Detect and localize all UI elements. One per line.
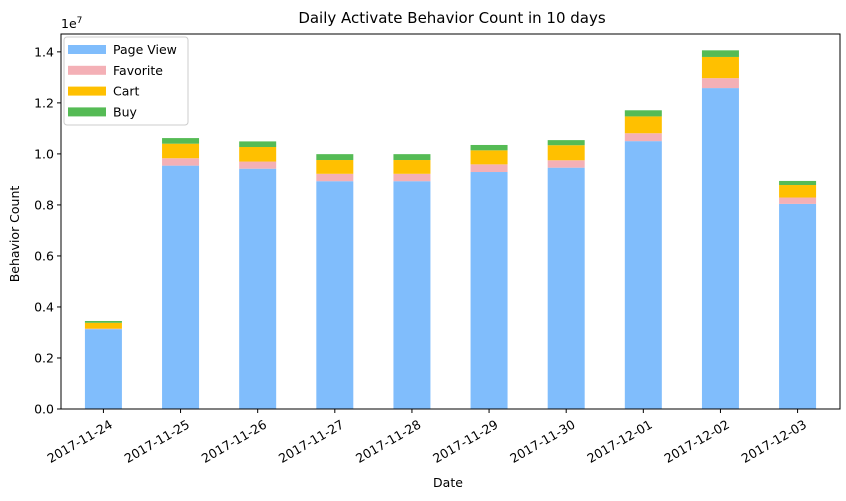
- x-tick-label: 2017-12-02: [662, 417, 732, 466]
- legend-box: [63, 36, 189, 126]
- legend-swatch-cart: [68, 86, 106, 96]
- bar-favorite-2017-12-03: [779, 197, 817, 204]
- y-axis-label: Behavior Count: [7, 186, 22, 283]
- y-tick-label: 0.8: [34, 197, 54, 212]
- bar-page-view-2017-11-29: [470, 172, 508, 409]
- x-tick-label: 2017-11-30: [507, 417, 577, 466]
- bar-page-view-2017-11-25: [162, 165, 200, 409]
- y-tick-label: 0.4: [34, 299, 54, 314]
- bar-buy-2017-11-29: [470, 144, 508, 151]
- bar-page-view-2017-11-28: [393, 181, 431, 409]
- bar-buy-2017-11-27: [316, 154, 354, 161]
- bar-cart-2017-11-26: [239, 147, 277, 162]
- bar-favorite-2017-11-27: [316, 173, 354, 182]
- bar-buy-2017-11-30: [547, 140, 585, 146]
- bar-buy-2017-11-28: [393, 154, 431, 161]
- y-tick-label: 0.2: [34, 350, 54, 365]
- x-tick-label: 2017-12-01: [584, 417, 654, 466]
- bar-favorite-2017-11-28: [393, 173, 431, 182]
- bar-page-view-2017-12-01: [624, 141, 662, 409]
- y-multiplier-exponent: 7: [77, 16, 83, 26]
- x-tick-label: 2017-12-03: [739, 417, 809, 466]
- bar-buy-2017-12-01: [624, 110, 662, 117]
- x-tick-label: 2017-11-27: [276, 417, 346, 466]
- y-tick-label: 1.0: [34, 146, 54, 161]
- y-multiplier-base: 1e: [61, 16, 77, 31]
- x-tick-label: 2017-11-29: [430, 417, 500, 466]
- plot-frame: [60, 33, 841, 410]
- y-multiplier-label: 1e7: [61, 16, 82, 31]
- bar-buy-2017-11-26: [239, 141, 277, 148]
- x-tick-label: 2017-11-25: [122, 417, 192, 466]
- y-axis: 0.0 0.2 0.4 0.6 0.8 1.0 1.2 1.4: [34, 44, 61, 417]
- y-tick-label: 0.6: [34, 248, 54, 263]
- bar-favorite-2017-11-26: [239, 161, 277, 169]
- legend-label-favorite: Favorite: [113, 63, 163, 78]
- bar-cart-2017-11-27: [316, 160, 354, 174]
- bar-favorite-2017-11-30: [547, 160, 585, 168]
- bar-page-view-2017-11-27: [316, 181, 354, 409]
- bar-cart-2017-11-29: [470, 150, 508, 165]
- bar-cart-2017-11-30: [547, 145, 585, 161]
- x-tick-label: 2017-11-26: [199, 417, 269, 466]
- bar-favorite-2017-11-24: [84, 328, 122, 330]
- bar-page-view-2017-11-24: [84, 329, 122, 409]
- bar-page-view-2017-11-26: [239, 168, 277, 409]
- bar-cart-2017-12-02: [701, 56, 739, 79]
- x-tick-label: 2017-11-24: [44, 417, 114, 466]
- bar-cart-2017-11-25: [162, 143, 200, 159]
- legend-label-page-view: Page View: [113, 42, 177, 57]
- y-tick-label: 1.4: [34, 44, 54, 59]
- y-tick-label: 1.2: [34, 95, 54, 110]
- bar-cart-2017-11-24: [84, 322, 122, 329]
- bars-group: [84, 50, 817, 409]
- bar-cart-2017-11-28: [393, 160, 431, 174]
- y-tick-label: 0.0: [34, 402, 54, 417]
- x-axis-label: Date: [433, 475, 463, 490]
- bar-cart-2017-12-03: [779, 185, 817, 198]
- bar-buy-2017-12-02: [701, 50, 739, 57]
- legend-swatch-favorite: [68, 65, 106, 75]
- legend-label-cart: Cart: [113, 84, 140, 99]
- legend-swatch-buy: [68, 107, 106, 117]
- bar-buy-2017-11-24: [84, 320, 122, 323]
- bar-favorite-2017-12-01: [624, 133, 662, 142]
- bar-page-view-2017-12-03: [779, 203, 817, 409]
- bar-buy-2017-12-03: [779, 180, 817, 186]
- bar-cart-2017-12-01: [624, 116, 662, 134]
- legend-swatch-page-view: [68, 45, 106, 54]
- x-axis: 2017-11-24 2017-11-25 2017-11-26 2017-11-27…: [44, 409, 809, 466]
- bar-favorite-2017-12-02: [701, 78, 739, 89]
- legend-label-buy: Buy: [113, 104, 137, 119]
- bar-page-view-2017-11-30: [547, 167, 585, 409]
- bar-favorite-2017-11-25: [162, 158, 200, 166]
- chart-title: Daily Activate Behavior Count in 10 days: [298, 9, 606, 27]
- legend: Page View Favorite Cart Buy: [63, 36, 189, 126]
- bar-favorite-2017-11-29: [470, 164, 508, 173]
- x-tick-label: 2017-11-28: [353, 417, 423, 466]
- bar-page-view-2017-12-02: [701, 88, 739, 409]
- bar-buy-2017-11-25: [162, 138, 200, 144]
